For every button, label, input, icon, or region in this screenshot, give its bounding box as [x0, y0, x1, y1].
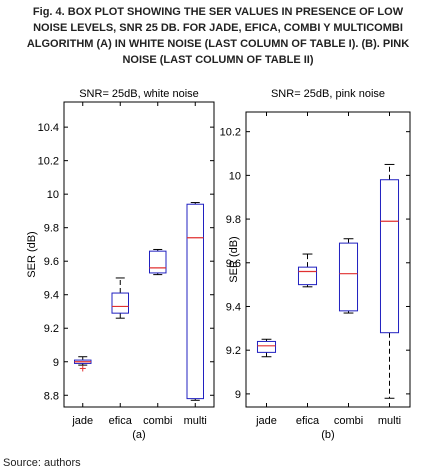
- box-iqr: [111, 292, 129, 314]
- box-iqr: [379, 179, 400, 334]
- caption-line: NOISE LEVELS, SNR 25 DB. FOR JADE, EFICA…: [33, 22, 403, 34]
- chart-title: SNR= 25dB, white noise: [79, 88, 199, 100]
- box-iqr: [149, 250, 167, 274]
- y-tick-label: 8.8: [44, 390, 59, 402]
- caption-line: ALGORITHM (A) IN WHITE NOISE (LAST COLUM…: [26, 38, 410, 50]
- box-iqr: [338, 242, 359, 312]
- y-tick-label: 9: [235, 389, 241, 401]
- y-tick-label: 9.4: [44, 290, 59, 302]
- y-tick-label: 9.4: [226, 301, 241, 313]
- y-axis-label: SER (dB): [26, 231, 38, 277]
- x-tick-label: efica: [109, 415, 133, 427]
- chart-title: SNR= 25dB, pink noise: [271, 88, 385, 100]
- y-tick-label: 9: [53, 357, 59, 369]
- chart-panel-b: SNR= 25dB, pink noise SER (dB) 9 9.2 9.4 9.6 9…: [220, 88, 411, 441]
- y-tick-label: 9.2: [44, 323, 59, 335]
- panel-label: (b): [321, 429, 334, 441]
- y-axis-label: SER (dB): [228, 236, 240, 282]
- y-tick-label: 10.2: [220, 127, 241, 139]
- x-tick-label: efica: [296, 415, 320, 427]
- caption-line: NOISE (LAST COLUMN OF TABLE II): [122, 54, 314, 66]
- box-efica: [297, 253, 318, 288]
- box-iqr: [297, 266, 318, 286]
- y-tick-label: 10: [47, 189, 59, 201]
- x-tick-label: jade: [255, 415, 277, 427]
- x-tick-label: jade: [71, 415, 93, 427]
- box-multi: [379, 163, 400, 399]
- figure-caption: Fig. 4. BOX PLOT SHOWING THE SER VALUES …: [8, 4, 428, 68]
- box-jade: [74, 356, 92, 372]
- plot-frame: [245, 111, 411, 408]
- y-tick-label: 10.4: [38, 122, 59, 134]
- source-note: Source: authors: [3, 457, 81, 469]
- box-combi: [338, 238, 359, 314]
- y-tick-label: 9.8: [226, 214, 241, 226]
- x-tick-label: multi: [184, 415, 207, 427]
- y-tick-label: 9.6: [44, 256, 59, 268]
- plot-frame: [63, 101, 215, 408]
- x-tick-label: combi: [334, 415, 363, 427]
- box-efica: [111, 277, 129, 319]
- box-jade: [256, 338, 277, 358]
- box-iqr: [256, 340, 277, 353]
- box-combi: [149, 248, 167, 276]
- y-tick-label: 10: [229, 170, 241, 182]
- panel-label: (a): [132, 429, 145, 441]
- y-tick-label: 9.6: [226, 258, 241, 270]
- x-tick-label: multi: [378, 415, 401, 427]
- box-multi: [186, 202, 204, 401]
- y-tick-label: 10.2: [38, 156, 59, 168]
- caption-line: Fig. 4. BOX PLOT SHOWING THE SER VALUES …: [32, 6, 404, 18]
- y-tick-label: 9.2: [226, 345, 241, 357]
- box-iqr: [186, 203, 204, 400]
- x-tick-label: combi: [143, 415, 172, 427]
- y-tick-label: 9.8: [44, 223, 59, 235]
- chart-panel-a: SNR= 25dB, white noise SER (dB) 8.8 9 9.2 9.4…: [26, 88, 215, 441]
